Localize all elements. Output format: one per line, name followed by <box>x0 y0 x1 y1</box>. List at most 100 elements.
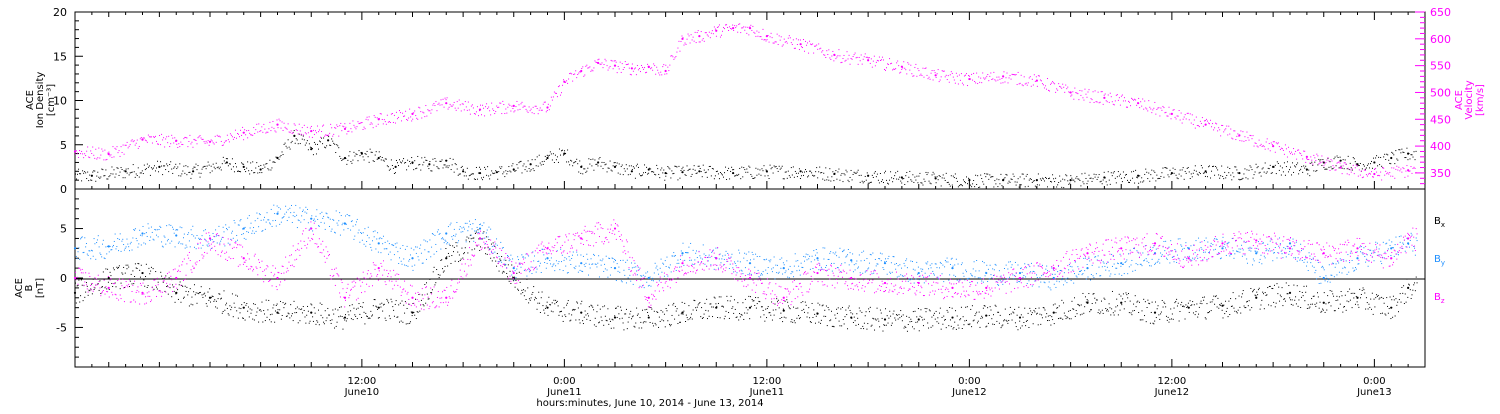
velocity-sample <box>160 144 161 145</box>
velocity-sample <box>341 130 342 131</box>
by-sample <box>192 226 193 227</box>
velocity-sample <box>1190 113 1191 114</box>
bx-sample <box>856 313 857 314</box>
bx-sample <box>738 319 739 320</box>
density-sample <box>1199 172 1200 173</box>
density-sample <box>1218 174 1219 175</box>
density-sample <box>600 166 601 167</box>
bx-sample <box>337 322 338 323</box>
bx-sample <box>858 324 859 325</box>
bx-sample <box>775 309 776 310</box>
density-sample <box>853 174 854 175</box>
velocity-sample <box>762 29 763 30</box>
velocity-sample <box>1030 76 1031 77</box>
bx-sample <box>745 299 746 300</box>
bx-sample <box>1346 310 1347 311</box>
bx-sample <box>1349 289 1350 290</box>
density-sample <box>1377 165 1378 166</box>
bx-sample <box>651 309 652 310</box>
density-sample <box>771 168 772 169</box>
density-sample <box>596 164 597 165</box>
density-sample <box>740 178 741 179</box>
velocity-sample <box>1243 141 1244 142</box>
bx-sample <box>1407 297 1408 298</box>
bx-sample <box>1177 305 1178 306</box>
velocity-sample <box>625 61 626 62</box>
velocity-sample <box>552 100 553 101</box>
density-sample <box>737 175 738 176</box>
velocity-sample <box>879 57 880 58</box>
density-sample <box>1369 167 1370 168</box>
velocity-sample <box>973 73 974 74</box>
density-sample <box>533 168 534 169</box>
bx-sample <box>1387 306 1388 307</box>
density-sample <box>1147 178 1148 179</box>
density-sample <box>469 175 470 176</box>
by-sample <box>93 256 94 257</box>
density-point <box>935 177 937 179</box>
velocity-sample <box>569 73 570 74</box>
density-sample <box>678 166 679 167</box>
density-sample <box>174 166 175 167</box>
bx-sample <box>1198 314 1199 315</box>
velocity-sample <box>1183 119 1184 120</box>
bx-sample <box>965 307 966 308</box>
density-sample <box>816 167 817 168</box>
density-sample <box>715 175 716 176</box>
velocity-sample <box>737 32 738 33</box>
by-sample <box>116 246 117 247</box>
density-sample <box>810 171 811 172</box>
by-sample <box>209 235 210 236</box>
bx-sample <box>1245 307 1246 308</box>
velocity-sample <box>433 103 434 104</box>
velocity-sample <box>918 70 919 71</box>
by-sample <box>129 250 130 251</box>
by-sample <box>197 244 198 245</box>
bx-sample <box>936 321 937 322</box>
velocity-sample <box>961 73 962 74</box>
density-sample <box>128 168 129 169</box>
density-sample <box>389 170 390 171</box>
velocity-sample <box>1407 176 1408 177</box>
bx-sample <box>670 325 671 326</box>
density-sample <box>323 137 324 138</box>
bx-sample <box>318 310 319 311</box>
bx-sample <box>1263 293 1264 294</box>
by-sample <box>109 251 110 252</box>
velocity-sample <box>645 72 646 73</box>
bx-sample <box>348 314 349 315</box>
by-sample <box>86 243 87 244</box>
velocity-sample <box>988 80 989 81</box>
density-sample <box>1201 165 1202 166</box>
density-sample <box>220 167 221 168</box>
velocity-sample <box>1010 75 1011 76</box>
velocity-sample <box>1346 164 1347 165</box>
bx-sample <box>397 316 398 317</box>
bx-sample <box>1226 311 1227 312</box>
density-sample <box>1350 163 1351 164</box>
bx-sample <box>910 319 911 320</box>
bx-sample <box>147 287 148 288</box>
bx-sample <box>526 279 527 280</box>
bx-sample <box>1082 293 1083 294</box>
velocity-sample <box>728 30 729 31</box>
velocity-sample <box>490 114 491 115</box>
velocity-sample <box>1129 102 1130 103</box>
velocity-sample <box>964 75 965 76</box>
velocity-sample <box>231 135 232 136</box>
density-sample <box>967 183 968 184</box>
velocity-sample <box>388 122 389 123</box>
density-sample <box>285 143 286 144</box>
bx-sample <box>359 303 360 304</box>
bx-sample <box>527 287 528 288</box>
bx-sample <box>969 323 970 324</box>
bx-sample <box>731 308 732 309</box>
density-sample <box>1192 176 1193 177</box>
density-sample <box>1150 174 1151 175</box>
density-sample <box>257 172 258 173</box>
density-sample <box>582 173 583 174</box>
bx-sample <box>1046 313 1047 314</box>
velocity-sample <box>453 104 454 105</box>
density-sample <box>538 166 539 167</box>
density-sample <box>823 173 824 174</box>
